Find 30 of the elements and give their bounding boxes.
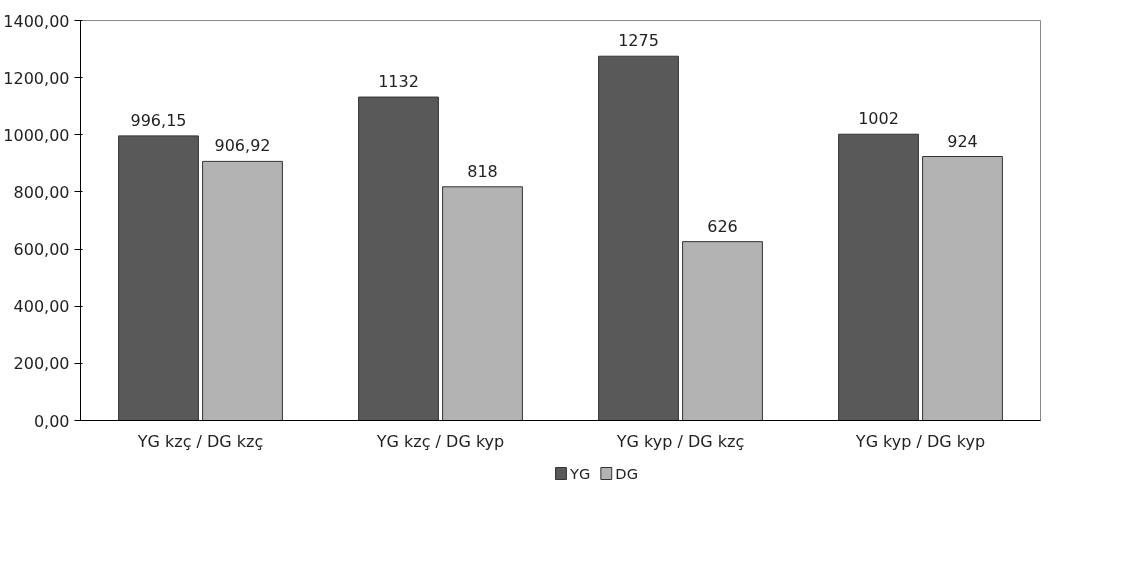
legend-label: DG [615,465,639,482]
y-tick-label: 600,00 [13,240,70,260]
y-tick-label: 200,00 [13,354,70,374]
data-label: 996,15 [130,110,187,130]
bar [598,55,679,421]
y-tick-label: 800,00 [13,182,70,202]
data-label: 818 [467,161,498,181]
data-label: 1132 [378,72,419,92]
x-tick-label: YG kyp / DG kzç [615,431,745,451]
data-label: 626 [707,216,738,236]
legend-label: YG [569,465,591,482]
x-tick-label: YG kzç / DG kzç [136,431,264,451]
bar [118,135,199,421]
bar [442,186,523,421]
y-tick-label: 1200,00 [3,68,70,88]
x-tick-label: YG kzç / DG kyp [375,431,505,451]
bar [838,133,919,421]
y-tick-label: 1400,00 [3,11,70,31]
data-label: 1275 [618,31,659,51]
bar [922,156,1003,421]
x-tick-label: YG kyp / DG kyp [854,431,986,451]
data-label: 1002 [858,109,899,129]
bar [358,96,439,421]
data-label: 906,92 [214,136,271,156]
bar [682,241,763,421]
data-label: 924 [947,131,978,151]
y-tick-label: 0,00 [33,411,70,431]
bar [202,160,283,421]
y-tick-label: 400,00 [13,297,70,317]
y-tick-label: 1000,00 [3,125,70,145]
